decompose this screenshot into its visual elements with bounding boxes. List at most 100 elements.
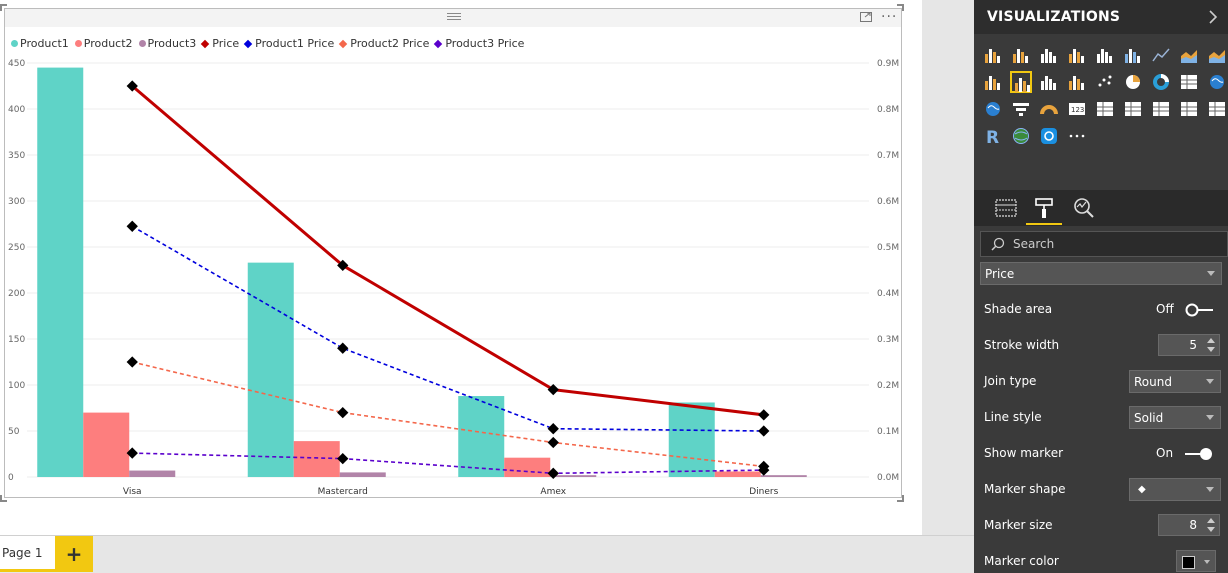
line-marker: [547, 467, 559, 479]
show-marker-state: On: [1156, 446, 1174, 460]
chevron-down-icon: [1207, 271, 1215, 276]
fields-tab-icon[interactable]: [992, 194, 1020, 222]
y-axis-right-tick: 0.4M: [877, 289, 899, 299]
bar-product1: [247, 262, 294, 477]
scatter-icon[interactable]: [1094, 71, 1116, 93]
bar-product2: [714, 471, 761, 477]
marker-shape-select[interactable]: ◆: [1129, 478, 1221, 501]
stacked-column-icon[interactable]: [1010, 44, 1032, 66]
legend-label: Price: [212, 37, 240, 50]
area-chart-icon[interactable]: [1178, 44, 1200, 66]
kpi-icon[interactable]: [1122, 98, 1144, 120]
bar-product3: [760, 475, 807, 477]
focus-mode-icon[interactable]: [860, 12, 872, 22]
slicer-icon[interactable]: [1150, 98, 1172, 120]
collapse-chevron-icon[interactable]: [1208, 10, 1218, 24]
diamond-icon: ◆: [1138, 484, 1146, 495]
line-stacked-column-icon[interactable]: [982, 71, 1004, 93]
stroke-width-value: 5: [1189, 338, 1197, 352]
report-canvas[interactable]: ··· Product1 Product2 Product3 Price Product…: [0, 0, 922, 535]
stacked-area-icon[interactable]: [1206, 44, 1228, 66]
more-options-icon[interactable]: ···: [881, 9, 898, 25]
legend-item[interactable]: Product3: [138, 37, 196, 50]
legend-item[interactable]: Price: [201, 37, 240, 50]
gauge-icon[interactable]: [1038, 98, 1060, 120]
more-visuals-icon[interactable]: [1066, 125, 1088, 147]
clustered-column-icon[interactable]: [1066, 44, 1088, 66]
series-line: [132, 452, 764, 475]
analytics-magnifier-icon[interactable]: [1070, 194, 1098, 222]
funnel-icon[interactable]: [1010, 98, 1032, 120]
shade-area-state: Off: [1156, 302, 1174, 316]
stroke-width-label: Stroke width: [984, 338, 1060, 352]
waterfall-icon[interactable]: [1066, 71, 1088, 93]
resize-handle-top-left[interactable]: [0, 4, 8, 12]
marker-shape-label: Marker shape: [984, 482, 1066, 496]
line-chart-icon[interactable]: [1150, 44, 1172, 66]
stroke-width-stepper[interactable]: 5: [1158, 334, 1220, 356]
chevron-down-icon: [1204, 560, 1210, 564]
page-tabs-bar: Page 1 +: [0, 535, 974, 573]
treemap-icon[interactable]: [1178, 71, 1200, 93]
drag-grip-icon[interactable]: [447, 11, 461, 20]
resize-handle-top-right[interactable]: [896, 4, 904, 12]
decrement-icon[interactable]: [1207, 527, 1215, 532]
stacked-bar-icon[interactable]: [982, 44, 1004, 66]
pane-tabs: [974, 190, 1228, 226]
shade-area-toggle[interactable]: [1184, 303, 1214, 317]
resize-handle-bottom-right[interactable]: [896, 494, 904, 502]
legend-item[interactable]: Product1: [11, 37, 69, 50]
shade-area-label: Shade area: [984, 302, 1053, 316]
decrement-icon[interactable]: [1207, 347, 1215, 352]
series-line: [131, 84, 764, 417]
color-swatch: [1182, 556, 1195, 569]
format-paint-roller-icon[interactable]: [1030, 194, 1058, 222]
multi-row-card-icon[interactable]: [1094, 98, 1116, 120]
visualizations-header: VISUALIZATIONS: [974, 0, 1228, 34]
table-icon[interactable]: [1178, 98, 1200, 120]
series-select[interactable]: Price: [980, 262, 1222, 285]
clustered-bar-icon[interactable]: [1038, 44, 1060, 66]
globe-icon[interactable]: [1010, 125, 1032, 147]
marker-color-picker[interactable]: [1176, 550, 1216, 572]
legend-item[interactable]: Product2: [74, 37, 133, 50]
instagram-icon[interactable]: [1038, 125, 1060, 147]
filled-map-icon[interactable]: [982, 98, 1004, 120]
combo-chart-visual[interactable]: ··· Product1 Product2 Product3 Price Product…: [4, 8, 902, 498]
legend-item[interactable]: Product3 Price: [434, 37, 524, 50]
legend-item[interactable]: Product1 Price: [243, 37, 335, 50]
bar-product3: [129, 470, 176, 477]
ribbon-chart-icon[interactable]: [1038, 71, 1060, 93]
y-axis-right-tick: 0.1M: [877, 427, 899, 437]
map-icon[interactable]: [1206, 71, 1228, 93]
add-page-button[interactable]: +: [55, 536, 93, 572]
legend-item[interactable]: Product2 Price: [339, 37, 430, 50]
page-tab-1[interactable]: Page 1: [0, 536, 55, 572]
line-clustered-column-icon[interactable]: [1010, 71, 1032, 93]
100-stacked-bar-icon[interactable]: [1094, 44, 1116, 66]
r-script-icon[interactable]: R: [982, 125, 1004, 147]
pie-chart-icon[interactable]: [1122, 71, 1144, 93]
increment-icon[interactable]: [1207, 518, 1215, 523]
line-marker: [126, 356, 138, 368]
100-stacked-column-icon[interactable]: [1122, 44, 1144, 66]
join-type-select[interactable]: Round: [1129, 370, 1221, 393]
marker-size-stepper[interactable]: 8: [1158, 514, 1220, 536]
format-search-input[interactable]: Search: [980, 231, 1228, 257]
increment-icon[interactable]: [1207, 338, 1215, 343]
legend-label: Product2 Price: [350, 37, 430, 50]
marker-color-label: Marker color: [984, 554, 1059, 568]
line-marker: [337, 406, 349, 419]
show-marker-toggle[interactable]: [1184, 447, 1214, 461]
line-style-label: Line style: [984, 410, 1042, 424]
resize-handle-bottom-left[interactable]: [0, 494, 8, 502]
chevron-down-icon: [1206, 415, 1214, 420]
line-marker: [758, 464, 770, 476]
card-icon[interactable]: 123: [1066, 98, 1088, 120]
matrix-icon[interactable]: [1206, 98, 1228, 120]
donut-chart-icon[interactable]: [1150, 71, 1172, 93]
visualizations-pane: VISUALIZATIONS 123 R Search Price Shade a…: [974, 0, 1228, 573]
bar-product3: [339, 472, 386, 477]
legend-label: Product1 Price: [255, 37, 335, 50]
line-style-select[interactable]: Solid: [1129, 406, 1221, 429]
